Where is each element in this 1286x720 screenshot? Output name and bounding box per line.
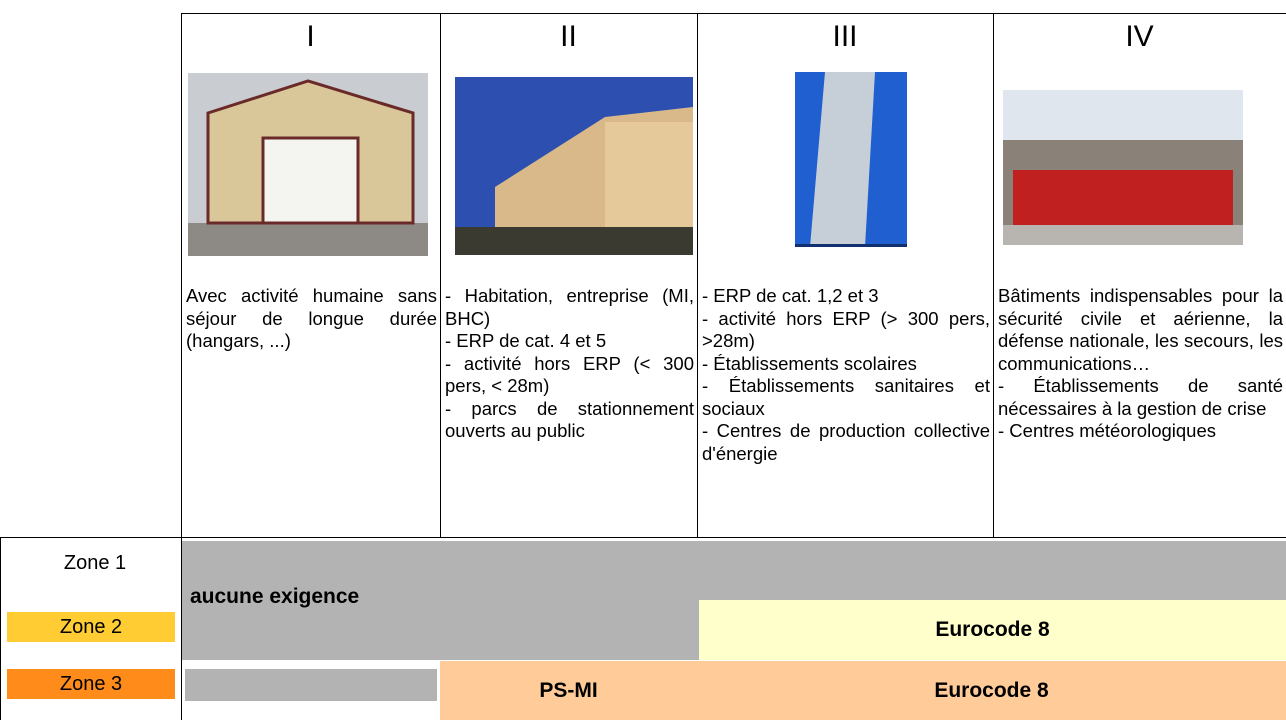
requirement-label: Eurocode 8 [934,679,1049,702]
requirement-label: aucune exigence [190,585,360,608]
description-line: - activité hors ERP (> 300 pers, >28m) [702,307,990,352]
photo-hangar [188,73,428,256]
requirement-area [182,600,699,660]
border [181,13,1286,14]
requirement-label: PS-MI [539,679,598,702]
requirement-area [440,661,1286,720]
description-line: - activité hors ERP (< 300 pers, < 28m) [445,352,694,397]
column-header: II [560,20,577,53]
description-line: Bâtiments indispensables pour la sécurit… [998,285,1283,374]
border [993,13,994,537]
column-header: IV [1125,20,1154,53]
photo-fire-station [1003,90,1243,245]
border [440,13,441,537]
border [0,537,1286,538]
photo-housing [455,77,693,255]
column-header: III [832,20,858,53]
description-line: - Établissements de santé nécessaires à … [998,375,1283,419]
column-header: I [306,20,315,53]
description-line: - ERP de cat. 1,2 et 3 [702,285,879,306]
zone-label: Zone 1 [63,552,127,574]
description-line: - parcs de stationnement ouverts au publ… [445,397,694,442]
description-line: - ERP de cat. 4 et 5 [445,330,607,351]
column-description: Bâtiments indispensables pour la sécurit… [993,285,1286,443]
requirement-area [185,669,437,701]
description-line: - Établissements sanitaires et sociaux [702,375,990,419]
description-line: - Établissements scolaires [702,352,917,374]
description-line: - Centres météorologiques [998,420,1216,441]
zone-label: Zone 2 [7,612,175,642]
border [0,537,1,720]
column-description: - ERP de cat. 1,2 et 3- activité hors ER… [697,285,993,465]
description-line: Avec activité humaine sans séjour de lon… [186,285,437,351]
photo-tower [795,72,907,247]
column-description: Avec activité humaine sans séjour de lon… [181,285,440,353]
border [181,13,182,720]
description-line: - Centres de production collective d'éne… [702,420,990,464]
zone-label: Zone 3 [7,669,175,699]
requirement-area [182,541,1286,601]
border [697,13,698,537]
column-description: - Habitation, entreprise (MI, BHC) - ERP … [440,285,697,443]
description-line: - Habitation, entreprise (MI, BHC) [445,285,694,329]
requirement-label: Eurocode 8 [699,600,1286,660]
